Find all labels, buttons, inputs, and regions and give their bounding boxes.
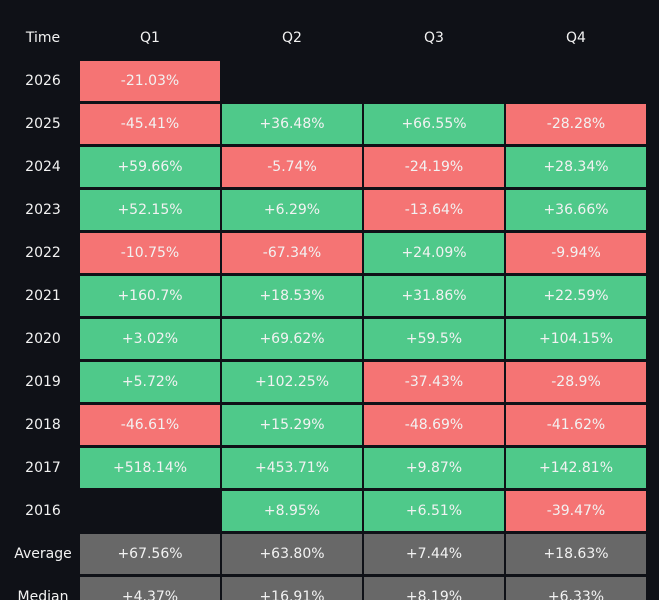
return-cell: +142.81% [506, 448, 646, 488]
row-label: Median [17, 589, 69, 600]
return-cell: +22.59% [506, 276, 646, 316]
row-label: Average [14, 546, 72, 562]
return-cell: +518.14% [80, 448, 220, 488]
return-cell: +28.34% [506, 147, 646, 187]
return-cell: -24.19% [364, 147, 504, 187]
column-header: Q4 [566, 30, 586, 46]
return-cell: +69.62% [222, 319, 362, 359]
row-label: 2019 [25, 374, 61, 390]
return-cell: +16.91% [222, 577, 362, 600]
return-cell: -45.41% [80, 104, 220, 144]
return-cell: +63.80% [222, 534, 362, 574]
return-cell: -67.34% [222, 233, 362, 273]
return-cell: +59.66% [80, 147, 220, 187]
return-cell: +18.53% [222, 276, 362, 316]
return-cell: -13.64% [364, 190, 504, 230]
return-cell: +6.51% [364, 491, 504, 531]
return-cell: -10.75% [80, 233, 220, 273]
return-cell: +15.29% [222, 405, 362, 445]
return-cell: +8.19% [364, 577, 504, 600]
row-header-title: Time [25, 30, 61, 46]
return-cell: +453.71% [222, 448, 362, 488]
return-cell: +67.56% [80, 534, 220, 574]
return-cell: +8.95% [222, 491, 362, 531]
row-label: 2023 [25, 202, 61, 218]
return-cell: +59.5% [364, 319, 504, 359]
row-label: 2021 [25, 288, 61, 304]
return-cell: +36.66% [506, 190, 646, 230]
return-cell: -21.03% [80, 61, 220, 101]
return-cell: +7.44% [364, 534, 504, 574]
return-cell: -48.69% [364, 405, 504, 445]
return-cell: -37.43% [364, 362, 504, 402]
return-cell: -39.47% [506, 491, 646, 531]
return-cell: +102.25% [222, 362, 362, 402]
return-cell: -28.28% [506, 104, 646, 144]
return-cell: -46.61% [80, 405, 220, 445]
return-cell: +9.87% [364, 448, 504, 488]
column-header: Q2 [282, 30, 302, 46]
return-cell: +31.86% [364, 276, 504, 316]
column-header: Q3 [424, 30, 444, 46]
return-cell: -9.94% [506, 233, 646, 273]
return-cell: -28.9% [506, 362, 646, 402]
return-cell: +4.37% [80, 577, 220, 600]
row-label: 2024 [25, 159, 61, 175]
column-header: Q1 [140, 30, 160, 46]
row-label: 2018 [25, 417, 61, 433]
row-label: 2026 [25, 73, 61, 89]
return-cell: +104.15% [506, 319, 646, 359]
return-cell: -5.74% [222, 147, 362, 187]
row-label: 2025 [25, 116, 61, 132]
row-label: 2022 [25, 245, 61, 261]
return-cell: +36.48% [222, 104, 362, 144]
return-cell: +66.55% [364, 104, 504, 144]
return-cell: +5.72% [80, 362, 220, 402]
return-cell: +24.09% [364, 233, 504, 273]
row-label: 2017 [25, 460, 61, 476]
return-cell: +18.63% [506, 534, 646, 574]
row-label: 2016 [25, 503, 61, 519]
return-cell: +6.29% [222, 190, 362, 230]
return-cell: +52.15% [80, 190, 220, 230]
return-cell: +160.7% [80, 276, 220, 316]
row-label: 2020 [25, 331, 61, 347]
return-cell: +3.02% [80, 319, 220, 359]
return-cell: -41.62% [506, 405, 646, 445]
return-cell: +6.33% [506, 577, 646, 600]
